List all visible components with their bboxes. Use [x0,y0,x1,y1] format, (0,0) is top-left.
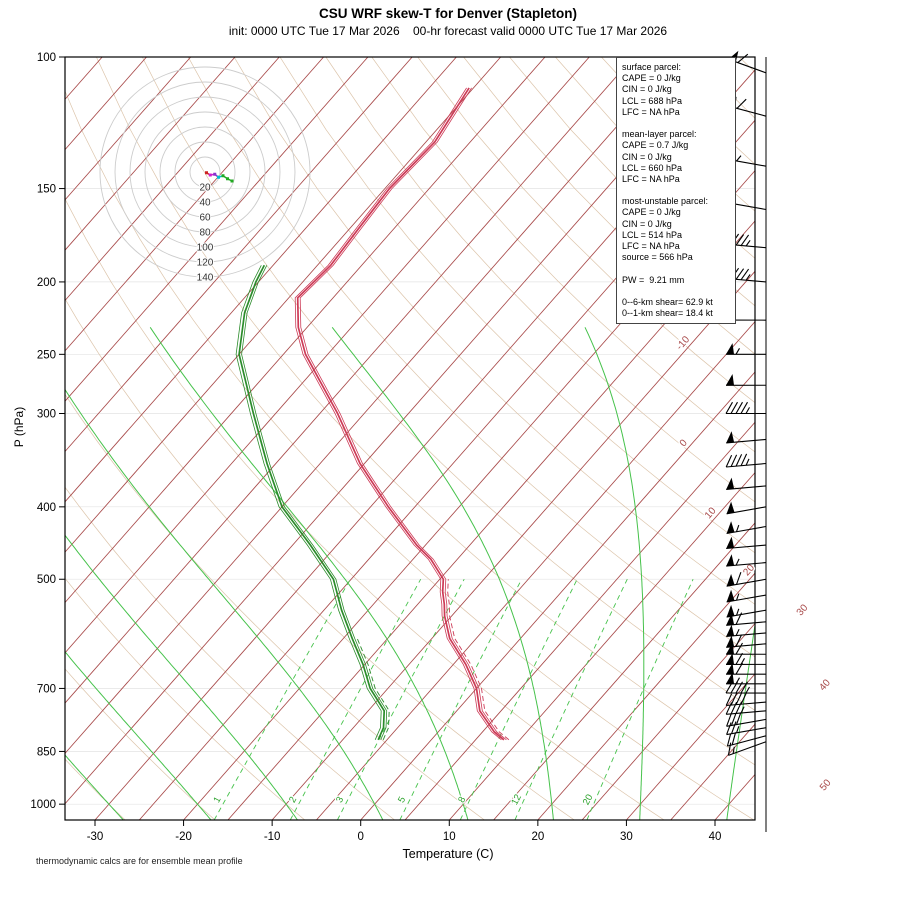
isotherm-label: 30 [795,602,811,618]
pressure-tick-label: 700 [37,683,56,695]
parcel-info-line: CAPE = 0 J/kg [622,207,681,218]
hodograph-ring-label: 100 [197,243,214,254]
temperature-tick-label: -10 [264,831,281,843]
footer-note: thermodynamic calcs are for ensemble mea… [36,856,243,866]
pressure-tick-label: 200 [37,277,56,289]
temperature-tick-label: -20 [175,831,192,843]
dewpoint-member-dashed [356,638,390,740]
y-axis-label: P (hPa) [12,406,26,448]
parcel-info-line: CAPE = 0.7 J/kg [622,140,689,151]
pressure-tick-label: 400 [37,502,56,514]
hodograph-trace-marker [205,171,208,175]
parcel-info-line: source = 566 hPa [622,252,693,263]
page-title: CSU WRF skew-T for Denver (Stapleton) [318,6,578,21]
parcel-info-line [622,263,730,274]
plot-frame [64,56,756,821]
x-axis-label: Temperature (C) [402,847,494,861]
pressure-tick-label: 1000 [30,799,56,811]
parcel-info-line: surface parcel: [622,62,682,72]
temperature-tick-label: 40 [709,831,722,843]
mixing-ratio-label: 8 [456,795,468,805]
sounding-profiles [235,87,510,741]
dewpoint-profile-line [241,265,388,740]
dewpoint-profile-line [238,264,386,741]
parcel-info-line: PW = 9.21 mm [622,274,685,285]
temperature-tick-label: 10 [443,831,456,843]
mixing-ratio-label: 5 [396,795,408,805]
temperature-tick-label: 30 [620,831,633,843]
dewpoint-profile-line [235,265,382,740]
parcel-info-line: LCL = 660 hPa [622,162,682,173]
hodograph-ring [99,66,311,278]
parcel-info-box: surface parcel: CAPE = 0 J/kg CIN = 0 J/… [616,57,736,325]
hodograph-ring-label: 40 [199,198,211,209]
parcel-info-line: LFC = NA hPa [622,173,680,184]
pressure-tick-label: 250 [37,349,56,361]
mixing-ratio-label: 20 [581,793,596,808]
hodograph-ring [189,156,221,188]
parcel-info-line: most-unstable parcel: [622,196,709,207]
chart-subtitle: init: 0000 UTC Tue 17 Mar 2026 00-hr for… [228,24,668,38]
parcel-info-line: 0--1-km shear= 18.4 kt [622,308,713,319]
hodograph-ring-label: 120 [197,258,214,269]
parcel-info-line [622,286,730,297]
pressure-tick-label: 500 [37,574,56,586]
hodograph-trace-marker [221,174,225,178]
pressure-tick-label: 100 [37,52,56,64]
background-lines [65,57,755,820]
isotherm-label: 10 [703,505,719,521]
pressure-tick-label: 300 [37,408,56,420]
temperature-member-dashed [447,579,510,741]
mixing-ratio-label: 1 [211,795,223,805]
hodograph-ring [144,111,266,233]
parcel-info-line: CIN = 0 J/kg [622,84,672,95]
hodograph-trace-marker [208,173,212,177]
hodograph-ring-label: 20 [199,183,211,194]
parcel-info-line: LFC = NA hPa [622,106,680,117]
hodograph: 20 40 60 80 100 120 140 [99,66,311,285]
temperature-tick-label: -30 [87,831,104,843]
temperature-tick-label: 0 [358,831,364,843]
hodograph-ring [114,81,296,263]
parcel-info-line: 0--6-km shear= 62.9 kt [622,296,713,307]
hodograph-trace-marker [230,179,234,183]
hodograph-ring [129,96,281,248]
temperature-profile-line [294,87,502,741]
mixing-ratio-label: 3 [334,795,346,805]
temperature-profile-line [299,87,507,741]
parcel-info-line: LFC = NA hPa [622,241,680,251]
mixing-ratio-label: 12 [509,793,524,808]
isotherm-label: 50 [818,777,834,793]
parcel-info-line: CIN = 0 J/kg [622,151,672,162]
parcel-info-line: CIN = 0 J/kg [622,218,672,229]
parcel-info-line: LCL = 688 hPa [622,95,682,106]
hodograph-ring-label: 140 [197,273,214,284]
hodograph-trace-marker [217,175,220,179]
hodograph-ring [159,126,251,218]
hodograph-ring [174,141,236,203]
isotherm-label: 40 [817,677,833,693]
parcel-info-line: mean-layer parcel: [622,129,697,140]
hodograph-ring-label: 80 [199,228,211,239]
parcel-info-line: CAPE = 0 J/kg [622,73,681,84]
temperature-tick-label: 20 [531,831,544,843]
hodograph-trace-marker [213,172,217,176]
pressure-tick-label: 150 [37,184,56,196]
temperature-profile-line [296,87,505,741]
parcel-info-line [622,118,730,129]
hodograph-trace-marker [226,177,229,181]
hodograph-ring-label: 60 [199,213,211,224]
parcel-info-line [622,185,730,196]
pressure-tick-label: 850 [37,746,56,758]
parcel-info-line: LCL = 514 hPa [622,229,682,240]
